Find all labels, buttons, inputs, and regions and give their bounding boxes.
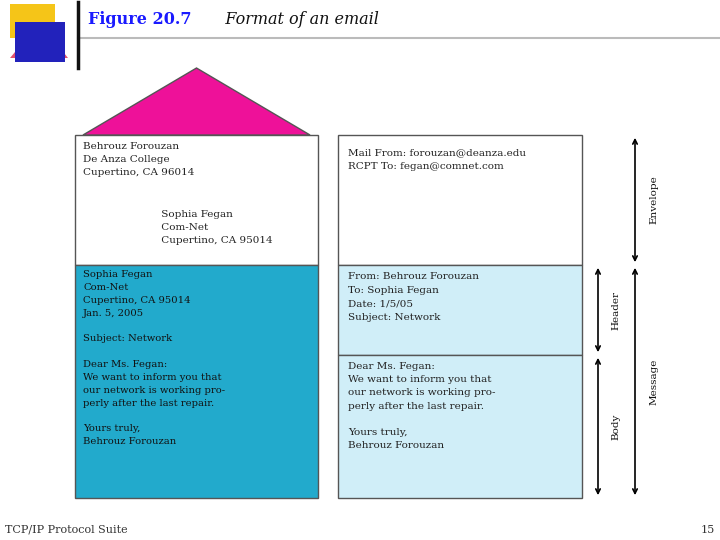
Text: Behrouz Forouzan
De Anza College
Cupertino, CA 96014: Behrouz Forouzan De Anza College Cuperti… xyxy=(83,142,194,178)
Text: From: Behrouz Forouzan
To: Sophia Fegan
Date: 1/5/05
Subject: Network: From: Behrouz Forouzan To: Sophia Fegan … xyxy=(348,272,479,322)
Polygon shape xyxy=(83,68,310,135)
Bar xyxy=(15,22,65,62)
Text: TCP/IP Protocol Suite: TCP/IP Protocol Suite xyxy=(5,525,127,535)
Polygon shape xyxy=(10,22,68,58)
Text: Dear Ms. Fegan:
We want to inform you that
our network is working pro-
perly aft: Dear Ms. Fegan: We want to inform you th… xyxy=(348,362,495,450)
Text: Message: Message xyxy=(649,359,659,404)
Bar xyxy=(338,135,582,265)
Bar xyxy=(338,265,582,355)
Text: Sophia Fegan
     Com-Net
     Cupertino, CA 95014: Sophia Fegan Com-Net Cupertino, CA 95014 xyxy=(145,210,273,245)
Bar xyxy=(10,4,55,38)
Text: Envelope: Envelope xyxy=(649,176,659,225)
Text: Format of an email: Format of an email xyxy=(210,11,379,29)
Bar xyxy=(338,355,582,498)
Text: Figure 20.7: Figure 20.7 xyxy=(88,11,192,29)
Text: Sophia Fegan
Com-Net
Cupertino, CA 95014
Jan. 5, 2005

Subject: Network

Dear Ms: Sophia Fegan Com-Net Cupertino, CA 95014… xyxy=(83,270,225,446)
Bar xyxy=(75,135,318,265)
Text: Header: Header xyxy=(611,291,621,329)
Text: Mail From: forouzan@deanza.edu
RCPT To: fegan@comnet.com: Mail From: forouzan@deanza.edu RCPT To: … xyxy=(348,148,526,171)
Bar xyxy=(75,265,318,498)
Text: 15: 15 xyxy=(701,525,715,535)
Text: Body: Body xyxy=(611,413,621,440)
